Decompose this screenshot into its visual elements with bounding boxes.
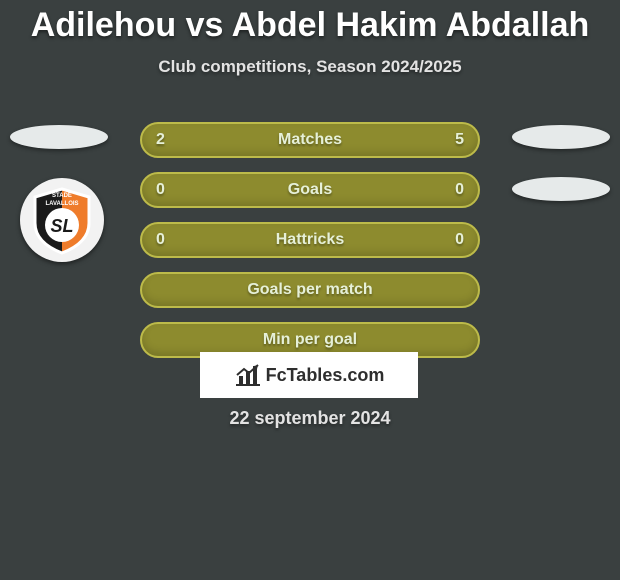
fctables-link[interactable]: FcTables.com (200, 352, 418, 398)
stats-block: 2 Matches 5 0 Goals 0 0 Hattricks 0 Goal… (140, 122, 480, 372)
stat-right-value: 0 (455, 231, 464, 249)
stat-label: Goals per match (142, 281, 478, 299)
stat-row-goals: 0 Goals 0 (140, 172, 480, 208)
club-badge-icon: SL STADE LAVALLOIS (27, 185, 97, 255)
stat-right-value: 5 (455, 131, 464, 149)
player-right-club-pill (512, 177, 610, 201)
comparison-card: Adilehou vs Abdel Hakim Abdallah Club co… (0, 0, 620, 580)
bar-chart-icon (234, 363, 262, 387)
player-left-name-pill (10, 125, 108, 149)
svg-text:STADE: STADE (52, 193, 72, 199)
stat-label: Matches (142, 131, 478, 149)
player-left-club-badge: SL STADE LAVALLOIS (20, 178, 104, 262)
player-right-name-pill (512, 125, 610, 149)
logo-text: FcTables.com (266, 365, 385, 386)
stat-right-value: 0 (455, 181, 464, 199)
stat-row-goals-per-match: Goals per match (140, 272, 480, 308)
stat-label: Hattricks (142, 231, 478, 249)
stat-row-hattricks: 0 Hattricks 0 (140, 222, 480, 258)
svg-text:LAVALLOIS: LAVALLOIS (45, 201, 78, 207)
stat-row-matches: 2 Matches 5 (140, 122, 480, 158)
page-title: Adilehou vs Abdel Hakim Abdallah (0, 0, 620, 45)
svg-text:SL: SL (50, 216, 73, 236)
stat-label: Min per goal (142, 331, 478, 349)
date: 22 september 2024 (0, 408, 620, 429)
subtitle: Club competitions, Season 2024/2025 (0, 57, 620, 77)
stat-label: Goals (142, 181, 478, 199)
